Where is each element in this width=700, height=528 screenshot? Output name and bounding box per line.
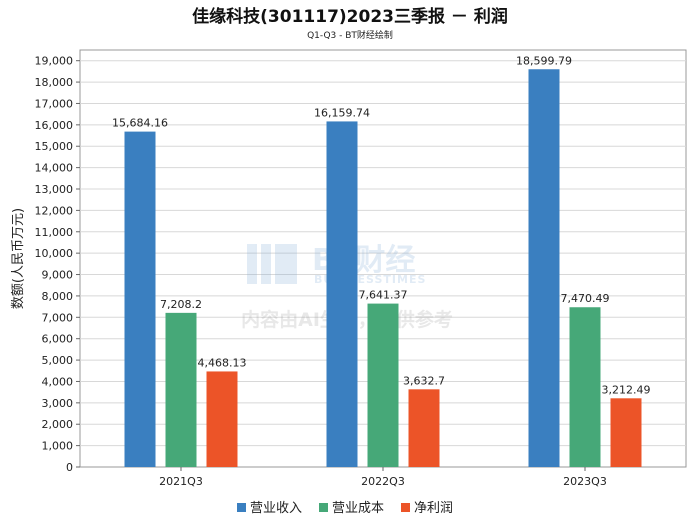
y-tick-label: 6,000 bbox=[42, 333, 74, 346]
bar-value-label: 18,599.79 bbox=[516, 54, 572, 67]
x-tick-label: 2021Q3 bbox=[159, 475, 203, 488]
y-tick-label: 0 bbox=[66, 461, 73, 474]
bar bbox=[124, 131, 156, 467]
y-tick-label: 5,000 bbox=[42, 354, 74, 367]
bar bbox=[206, 371, 238, 467]
chart-title: 佳缘科技(301117)2023三季报 － 利润 bbox=[192, 6, 508, 27]
legend-swatch bbox=[401, 503, 410, 512]
y-tick-label: 18,000 bbox=[35, 76, 74, 89]
bar bbox=[408, 389, 440, 467]
y-tick-label: 13,000 bbox=[35, 183, 74, 196]
y-tick-label: 19,000 bbox=[35, 55, 74, 68]
x-tick-label: 2023Q3 bbox=[563, 475, 607, 488]
y-tick-label: 11,000 bbox=[35, 226, 74, 239]
y-tick-label: 10,000 bbox=[35, 247, 74, 260]
watermark-logo-bar bbox=[261, 244, 271, 284]
y-tick-label: 1,000 bbox=[42, 440, 74, 453]
bar-value-label: 7,641.37 bbox=[359, 289, 408, 302]
chart-subtitle: Q1-Q3 - BT财经绘制 bbox=[307, 29, 393, 41]
y-tick-label: 14,000 bbox=[35, 162, 74, 175]
y-tick-label: 16,000 bbox=[35, 119, 74, 132]
y-tick-label: 2,000 bbox=[42, 418, 74, 431]
legend-label: 净利润 bbox=[414, 501, 453, 516]
bar bbox=[326, 121, 358, 467]
watermark-logo-bar bbox=[275, 244, 297, 284]
y-tick-label: 4,000 bbox=[42, 375, 74, 388]
bar bbox=[569, 307, 601, 467]
y-tick-label: 17,000 bbox=[35, 97, 74, 110]
y-tick-label: 15,000 bbox=[35, 140, 74, 153]
y-tick-label: 12,000 bbox=[35, 204, 74, 217]
bar-value-label: 3,632.7 bbox=[403, 374, 445, 387]
bar-value-label: 7,470.49 bbox=[561, 292, 610, 305]
legend-swatch bbox=[319, 503, 328, 512]
bar-value-label: 16,159.74 bbox=[314, 106, 370, 119]
watermark-logo-bar bbox=[247, 244, 257, 284]
y-tick-label: 8,000 bbox=[42, 290, 74, 303]
y-tick-label: 7,000 bbox=[42, 311, 74, 324]
bar bbox=[165, 312, 197, 467]
bar-value-label: 15,684.16 bbox=[112, 117, 168, 130]
bar bbox=[367, 303, 399, 467]
legend-swatch bbox=[237, 503, 246, 512]
y-tick-label: 9,000 bbox=[42, 269, 74, 282]
bar-value-label: 4,468.13 bbox=[198, 356, 247, 369]
bar-value-label: 7,208.2 bbox=[160, 298, 202, 311]
bar-value-label: 3,212.49 bbox=[602, 383, 651, 396]
y-tick-label: 3,000 bbox=[42, 397, 74, 410]
x-tick-label: 2022Q3 bbox=[361, 475, 405, 488]
legend-label: 营业收入 bbox=[250, 501, 302, 516]
legend-label: 营业成本 bbox=[332, 501, 384, 516]
bar bbox=[610, 398, 642, 467]
bar bbox=[528, 69, 560, 467]
y-axis-label: 数额(人民币万元) bbox=[11, 208, 26, 309]
